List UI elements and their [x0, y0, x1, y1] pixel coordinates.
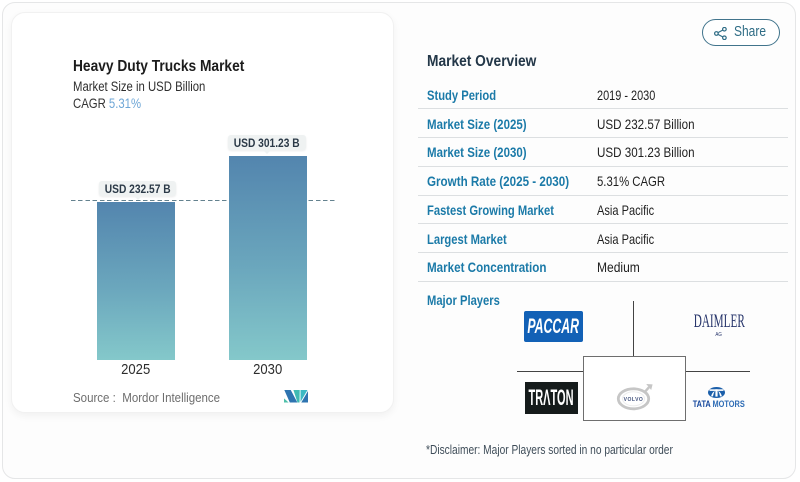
svg-text:VOLVO: VOLVO [624, 397, 644, 403]
